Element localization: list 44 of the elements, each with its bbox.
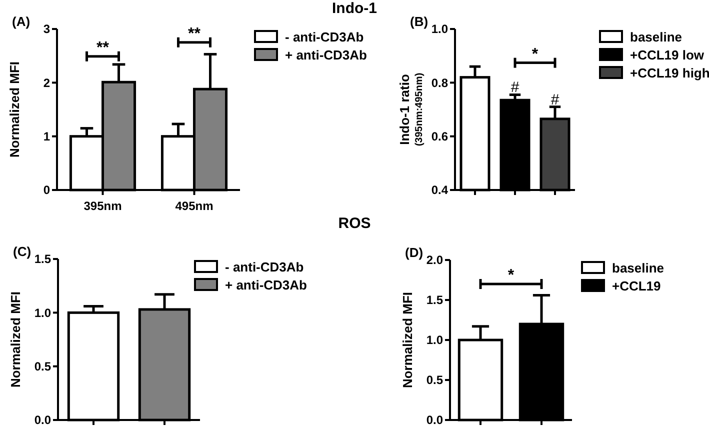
y-tick-label: 0.6 <box>431 130 448 144</box>
y-tick-label: 1.0 <box>431 22 448 36</box>
y-tick-label: 2.0 <box>426 253 444 268</box>
x-tick-label: 395nm <box>84 199 122 213</box>
legend-label: + anti-CD3Ab <box>285 48 368 63</box>
x-tick-label: 495nm <box>175 199 214 213</box>
y-tick-label: 3 <box>43 22 50 36</box>
legend-label: - anti-CD3Ab <box>285 30 364 45</box>
y-tick-label: 0 <box>43 183 50 198</box>
y-tick-label: 0.5 <box>34 360 52 374</box>
chart-subtitle: (C) <box>13 244 32 259</box>
y-tick-label: 1.5 <box>34 252 52 266</box>
annotation: * <box>508 267 515 284</box>
y-axis-title: Normalized MFI <box>400 292 415 388</box>
y-tick-label: 0.8 <box>431 76 448 90</box>
annotation: ** <box>96 39 110 56</box>
chart-subtitle: (D) <box>405 245 424 260</box>
annotation: ** <box>188 25 202 42</box>
chart-subtitle: (A) <box>12 14 30 29</box>
y-tick-label: 0.5 <box>426 373 444 388</box>
legend-label: baseline <box>612 260 664 276</box>
text: ROS <box>338 215 371 232</box>
y-tick-label: 0.0 <box>426 413 444 428</box>
y-axis-title: Normalized MFI <box>8 291 23 388</box>
y-tick-label: 0.0 <box>34 413 52 428</box>
y-axis-title: Normalized MFI <box>7 61 22 158</box>
y-tick-label: 1.5 <box>426 293 444 308</box>
legend-label: baseline <box>630 30 682 45</box>
y-tick-label: 1.0 <box>426 333 444 348</box>
y-tick-label: 1 <box>43 130 50 144</box>
legend-label: + anti-CD3Ab <box>225 278 308 293</box>
legend-label: +CCL19 high <box>630 66 709 81</box>
annotation: * <box>532 46 539 63</box>
text: Indo-1 <box>332 0 377 17</box>
y-tick-label: 1.0 <box>34 306 52 320</box>
legend-label: - anti-CD3Ab <box>225 260 304 275</box>
y-axis-title: Indo-1 ratio (395nm:495nm) <box>397 72 425 146</box>
y-tick-label: 0.4 <box>431 183 448 198</box>
chart-subtitle: (B) <box>410 14 428 29</box>
legend-label: +CCL19 <box>612 278 661 294</box>
annotation: # <box>550 92 560 109</box>
legend-label: +CCL19 low <box>630 48 705 63</box>
y-tick-label: 2 <box>43 76 50 90</box>
annotation: # <box>510 78 520 96</box>
